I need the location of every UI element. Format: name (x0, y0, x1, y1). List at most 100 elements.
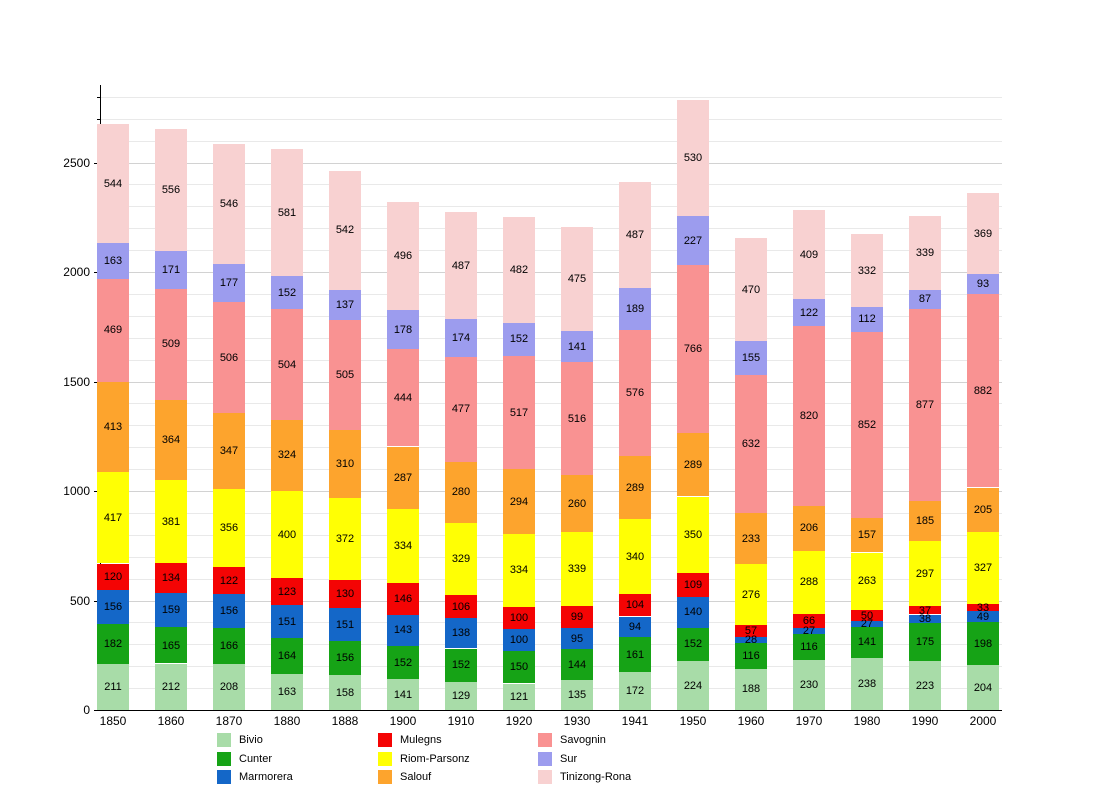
x-tick-label-1870: 1870 (215, 714, 243, 728)
bar-segment-1950-salouf (677, 433, 709, 497)
bar-segment-1920-riom-parsonz (503, 533, 535, 607)
legend-item-marmorera: Marmorera (217, 770, 367, 785)
bar-segment-1990-riom-parsonz (909, 541, 941, 607)
gridline-2700 (100, 118, 1002, 120)
bar-segment-1850-cunter (97, 623, 129, 664)
bar-segment-1888-savognin (329, 319, 361, 431)
bar-segment-1980-sur (851, 307, 883, 332)
cunter-color-swatch (217, 751, 231, 766)
bar-segment-1930-cunter (561, 648, 593, 681)
bar-segment-1930-savognin (561, 362, 593, 476)
bar-segment-1850-savognin (97, 279, 129, 382)
bar-segment-1980-cunter (851, 627, 883, 658)
legend-label: Marmorera (239, 771, 293, 783)
bar-segment-1960-tinizong-rona (735, 238, 767, 341)
bar-segment-1910-salouf (445, 461, 477, 523)
gridline-1800 (100, 315, 1002, 317)
bar-segment-1888-sur (329, 289, 361, 320)
bar-segment-1860-sur (155, 251, 187, 289)
bar-segment-1920-salouf (503, 469, 535, 534)
y-major-tick-0 (94, 710, 100, 711)
bar-segment-1900-mulegns (387, 582, 419, 615)
bar-segment-1970-tinizong-rona (793, 209, 825, 300)
bar-segment-1920-tinizong-rona (503, 217, 535, 323)
bar-segment-1950-mulegns (677, 573, 709, 597)
bar-segment-1880-salouf (271, 419, 303, 491)
x-axis-line (100, 710, 1002, 711)
bar-segment-1941-bivio (619, 672, 651, 710)
bar-segment-1880-tinizong-rona (271, 148, 303, 277)
tinizong-rona-color-swatch (538, 770, 552, 784)
bar-segment-2000-bivio (967, 665, 999, 710)
y-tick-label-2500: 2500 (63, 155, 90, 170)
legend-label: Cunter (239, 752, 273, 765)
gridline-1600 (100, 359, 1002, 361)
bar-segment-1900-marmorera (387, 614, 419, 646)
y-tick-label-2000: 2000 (63, 265, 90, 279)
bar-segment-1880-marmorera (271, 605, 303, 639)
bar-segment-1930-salouf (561, 475, 593, 533)
bar-segment-1990-marmorera (909, 614, 941, 623)
bar-segment-1910-marmorera (445, 618, 477, 649)
gridline-300 (100, 644, 1002, 646)
bar-segment-1888-salouf (329, 430, 361, 499)
gridline-2300 (100, 206, 1002, 208)
x-tick-label-1941: 1941 (621, 714, 649, 728)
bar-segment-1980-salouf (851, 518, 883, 553)
bar-segment-2000-savognin (967, 294, 999, 488)
bar-segment-1900-tinizong-rona (387, 201, 419, 311)
bar-segment-1941-sur (619, 288, 651, 330)
bar-segment-1870-tinizong-rona (213, 144, 245, 264)
bar-segment-1910-mulegns (445, 595, 477, 619)
bar-segment-1970-riom-parsonz (793, 550, 825, 614)
bar-segment-1970-marmorera (793, 628, 825, 635)
y-minor-tick-2700 (97, 118, 100, 120)
x-tick-label-1950: 1950 (679, 714, 707, 728)
bar-segment-1860-mulegns (155, 563, 187, 593)
bar-segment-1960-mulegns (735, 624, 767, 638)
bar-segment-1860-bivio (155, 663, 187, 710)
gridline-1400 (100, 403, 1002, 405)
bar-segment-1970-savognin (793, 326, 825, 506)
bar-segment-1888-tinizong-rona (329, 171, 361, 290)
x-tick-label-1880: 1880 (273, 714, 301, 728)
bar-segment-1970-salouf (793, 505, 825, 551)
bar-segment-1960-sur (735, 341, 767, 375)
x-tick-label-1970: 1970 (795, 714, 823, 728)
legend-label: Sur (560, 752, 578, 765)
gridline-100 (100, 688, 1002, 690)
bar-segment-1980-marmorera (851, 621, 883, 627)
bar-segment-1850-mulegns (97, 563, 129, 590)
gridline-800 (100, 534, 1002, 536)
bar-segment-1970-sur (793, 299, 825, 326)
legend-item-cunter: Cunter (217, 751, 367, 767)
bar-segment-1910-savognin (445, 357, 477, 462)
riom-parsonz-color-swatch (378, 751, 392, 766)
gridline-900 (100, 512, 1002, 514)
bar-segment-1930-tinizong-rona (561, 227, 593, 332)
bar-segment-1960-cunter (735, 643, 767, 669)
bar-segment-2000-mulegns (967, 604, 999, 612)
bar-segment-1960-bivio (735, 668, 767, 710)
x-tick-label-1920: 1920 (505, 714, 533, 728)
bar-segment-1888-bivio (329, 675, 361, 710)
bar-segment-1900-riom-parsonz (387, 509, 419, 583)
bar-segment-2000-salouf (967, 487, 999, 533)
bar-segment-1941-savognin (619, 329, 651, 456)
bar-segment-1950-marmorera (677, 597, 709, 628)
bar-segment-1920-savognin (503, 356, 535, 470)
bar-segment-1970-bivio (793, 659, 825, 710)
bar-segment-1950-cunter (677, 627, 709, 661)
bar-segment-1990-sur (909, 289, 941, 309)
gridline-2800 (100, 96, 1002, 98)
bar-segment-1930-bivio (561, 680, 593, 710)
gridline-600 (100, 578, 1002, 580)
gridline-2500 (100, 162, 1002, 164)
y-tick-label-1500: 1500 (63, 374, 90, 389)
bar-segment-1850-salouf (97, 381, 129, 473)
legend-label: Tinizong-Rona (560, 771, 632, 783)
legend-item-bivio: Bivio (217, 733, 367, 748)
bar-segment-1970-cunter (793, 634, 825, 660)
bar-segment-1888-marmorera (329, 608, 361, 642)
